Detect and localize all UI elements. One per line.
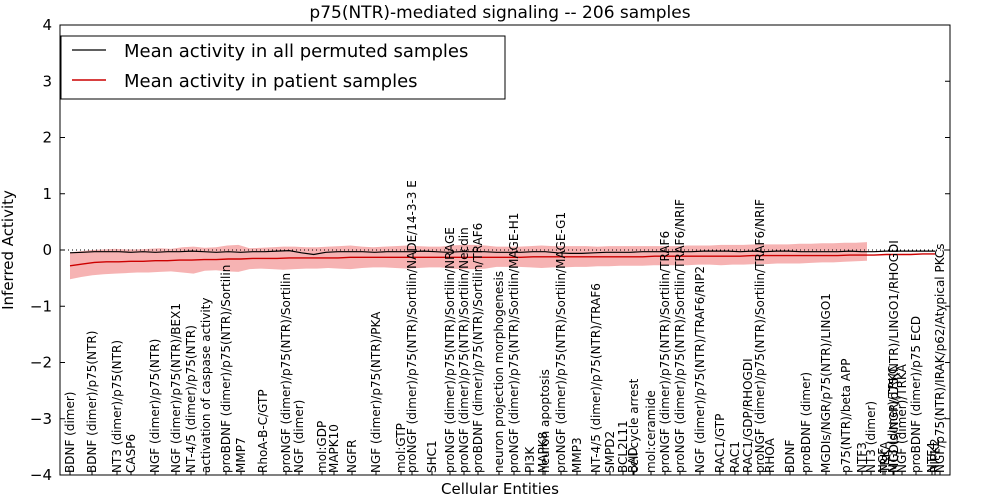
x-tick-label: NT3 (dimer)/p75(NTR) [110, 340, 124, 473]
x-tick-label: NGF (dimer)/p75(NTR)/PKA [369, 311, 383, 473]
legend-label-patient: Mean activity in patient samples [124, 71, 418, 92]
y-tick-label: 4 [42, 16, 52, 34]
x-tick-label: RAC1 [728, 441, 742, 473]
x-tick-label: BDNF (dimer)/p75(NTR) [85, 331, 99, 473]
x-tick-label: mol:GTP [394, 423, 408, 473]
x-tick-label: NT-4/5 (dimer)/p75(NTR)/TRAF6 [589, 283, 603, 473]
y-tick-label: 1 [42, 185, 52, 203]
series-line-permuted [69, 249, 935, 256]
x-tick-label: MGDIs/NGR/p75(NTR)/LINGO1 [819, 293, 833, 473]
x-tick-label: NT3 (dimer) [864, 401, 878, 473]
y-tick-label: −1 [30, 297, 52, 315]
x-tick-label: proNGF (dimer)/p75(NTR)/Sortilin/MAGE-H1 [507, 213, 521, 473]
x-tick-label: BAD [626, 447, 640, 473]
x-tick-label: proNGF (dimer)/p75(NTR)/Sortilin/NRAGE [443, 227, 457, 473]
plot-area: −4 −3 −2 −1 0 1 2 3 4 BDNF (dimer) BDNF (dimer)/p… [30, 16, 951, 484]
x-axis-label: Cellular Entities [441, 480, 559, 498]
x-tick-label: BDNF (dimer) [63, 392, 77, 474]
y-tick-label: 2 [42, 129, 52, 147]
x-tick-label: proNGF (dimer)/p75(NTR)/Sortilin [279, 273, 293, 473]
x-tick-label: NT-4/5 (dimer)/p75(NTR) [184, 325, 198, 473]
x-tick-label: proBDNF (dimer) [799, 372, 813, 473]
plot-frame [59, 24, 951, 476]
x-tick-label: NT3 (dimer)/TRKC [886, 366, 900, 473]
x-tick-label: NTF3 [855, 442, 869, 473]
x-axis-ticks: BDNF (dimer) BDNF (dimer)/p75(NTR) NT3 (di… [63, 180, 947, 475]
x-tick-label: MAPK10 [327, 424, 341, 473]
x-tick-label: mol:GDP [315, 421, 329, 473]
x-tick-label: proBDNF (dimer)/p75 ECD [909, 316, 923, 473]
x-tick-label: mol:ceramide [644, 390, 658, 473]
legend-box [60, 35, 506, 100]
x-tick-label: NGF (dimer) [292, 400, 306, 473]
x-tick-label: BCL2L11 [616, 420, 630, 473]
x-tick-label: NGF (dimer)/p75(NTR)/TRAF6/RIP2 [693, 266, 707, 473]
x-tick-label: MMP7 [234, 437, 248, 473]
x-tick-label: RhoA-B-C/GTP [256, 389, 270, 473]
x-tick-label: SHC1 [425, 440, 439, 473]
x-tick-label: TRKA [878, 441, 892, 474]
x-tick-label: NGF (dimer)/p75(NTR) [148, 339, 162, 473]
y-axis-ticks: −4 −3 −2 −1 0 1 2 3 4 [30, 16, 950, 484]
x-tick-label: NGF [876, 448, 890, 473]
x-tick-label: NGF (dimer)/p75(NTR)/BEX1 [169, 303, 183, 473]
x-tick-label: neuron apoptosis [538, 369, 552, 473]
x-tick-label: cell cycle arrest [627, 378, 641, 473]
x-tick-label: proNGF (dimer)/p75(NTR)/Sortilin/TRAF6 [658, 231, 672, 473]
x-tick-label: BDNF [783, 440, 797, 473]
x-tick-label: p75(NTR)/beta APP [839, 359, 853, 474]
y-tick-label: −4 [30, 466, 52, 484]
chart-title: p75(NTR)-mediated signaling -- 206 sampl… [309, 3, 690, 23]
x-tick-label: proNGF (dimer)/p75(NTR)/Sortilin/MAGE-G1 [554, 212, 568, 473]
legend: Mean activity in all permuted samples Me… [60, 35, 506, 100]
x-tick-label: RHOA [763, 437, 777, 473]
x-tick-label: proNGF (dimer)/p75(NTR)/Sortilin/TRAF6/N… [673, 199, 687, 473]
x-tick-label: MGDIs/NGR/p75(NTR)/LINGO1/RHOGDI [887, 240, 901, 473]
x-tick-label: NTF4 [925, 442, 939, 473]
y-tick-label: 3 [42, 72, 52, 90]
series-line-patient [69, 253, 935, 267]
x-tick-label: proBDNF (dimer)/p75(NTR)/Sortilin [219, 265, 233, 473]
x-tick-label: PI3K [523, 446, 537, 473]
x-tick-label: CASP6 [124, 434, 138, 473]
x-tick-label: proNGF (dimer)/p75(NTR)/Sortilin/NADE/14… [405, 180, 419, 473]
x-tick-label: NGF/p75(NTR)/IRAK/p62/Atypical PKCs [933, 243, 947, 473]
x-tick-label: SMPD2 [603, 431, 617, 473]
x-tick-label: RAC1/GDP/RHOGDI [741, 358, 755, 473]
x-tick-label: neuron projection morphogenesis [492, 271, 506, 473]
x-tick-label: MMP3 [570, 437, 584, 473]
x-tick-label: RAC1/GTP [713, 414, 727, 473]
x-tick-label: proNGF (dimer)/p75(NTR)/Sortilin/Necdin [457, 227, 471, 473]
y-axis-label: Inferred Activity [0, 190, 17, 310]
x-tick-label: MAPK8 [536, 432, 550, 473]
x-tick-label: RIPK2 [928, 438, 942, 473]
x-tick-label: NGF (dimer)/TRKA [895, 363, 909, 473]
y-tick-label: −2 [30, 354, 52, 372]
x-tick-label: proBDNF (dimer)/p75(NTR)/Sortilin/TRAF6 [471, 223, 485, 473]
legend-label-permuted: Mean activity in all permuted samples [124, 41, 468, 62]
y-tick-label: 0 [42, 241, 52, 259]
x-tick-label: activation of caspase activity [199, 298, 213, 473]
y-tick-label: −3 [30, 410, 52, 428]
x-tick-label: NGFR [345, 439, 359, 473]
x-tick-label: proNGF (dimer)/p75(NTR)/Sortilin/TRAF6/N… [753, 199, 767, 473]
